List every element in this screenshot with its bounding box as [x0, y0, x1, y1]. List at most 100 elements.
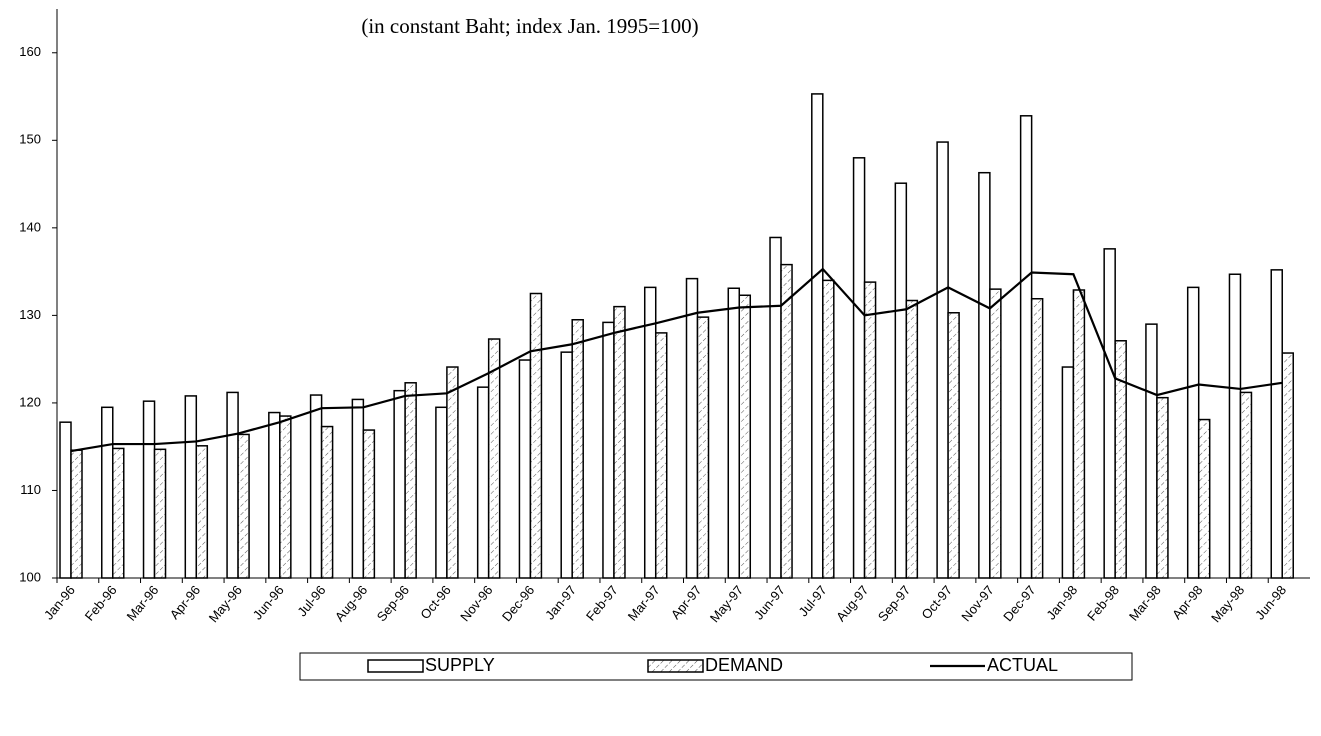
bar — [529, 292, 543, 579]
x-tick-label: Jul-97 — [795, 582, 829, 619]
bar — [476, 386, 490, 579]
bar — [1197, 418, 1211, 579]
x-tick-label: Jan-98 — [1043, 582, 1080, 622]
bar — [393, 389, 406, 579]
bar — [1228, 273, 1242, 579]
legend-label: ACTUAL — [987, 655, 1058, 675]
x-tick-label: May-98 — [1208, 582, 1247, 625]
bar — [685, 277, 699, 579]
bar — [1061, 366, 1075, 579]
x-tick-label: Aug-97 — [833, 582, 871, 624]
bar — [738, 294, 752, 579]
bar — [112, 447, 125, 579]
bar — [894, 182, 908, 579]
bar — [101, 406, 114, 579]
x-tick-label: May-96 — [206, 582, 245, 625]
bar — [989, 288, 1002, 579]
bar — [518, 359, 532, 579]
x-tick-label: Mar-97 — [625, 582, 663, 623]
bar — [769, 236, 782, 579]
x-tick-label: Jul-96 — [294, 582, 328, 619]
line — [70, 267, 1283, 453]
bar — [613, 305, 626, 579]
x-tick-label: Jan-97 — [542, 582, 579, 622]
x-tick-label: Dec-97 — [1000, 582, 1038, 624]
x-tick-label: Feb-97 — [583, 582, 621, 623]
x-tick-label: Jan-96 — [41, 582, 78, 622]
y-tick-label: 140 — [19, 219, 41, 234]
x-tick-label: Dec-96 — [499, 582, 537, 624]
bar — [1145, 323, 1158, 579]
x-tick-label: Mar-98 — [1126, 582, 1164, 623]
x-tick-label: Jun-97 — [751, 582, 788, 622]
bar — [978, 171, 991, 579]
bar — [1019, 115, 1033, 579]
legend-label: DEMAND — [705, 655, 783, 675]
x-tick-label: Feb-96 — [82, 582, 120, 623]
x-tick-label: Apr-96 — [167, 582, 204, 622]
bar — [184, 395, 198, 579]
bar — [320, 425, 334, 579]
x-tick-label: Aug-96 — [332, 582, 370, 624]
x-tick-label: Sep-96 — [374, 582, 412, 624]
bar — [1186, 286, 1200, 579]
x-tick-label: Sep-97 — [875, 582, 913, 624]
bar — [435, 406, 448, 579]
bar — [59, 421, 72, 579]
bar — [1270, 269, 1283, 579]
y-tick-label: 130 — [19, 307, 41, 322]
x-tick-label: May-97 — [707, 582, 746, 625]
bar — [237, 433, 250, 579]
bar — [560, 351, 573, 579]
legend-swatch — [647, 659, 704, 673]
bar — [822, 279, 835, 579]
bar — [1103, 248, 1116, 579]
x-tick-label: Oct-97 — [918, 582, 955, 622]
bar — [1072, 289, 1086, 579]
bar — [279, 415, 292, 579]
bar — [811, 93, 824, 579]
legend-label: SUPPLY — [425, 655, 495, 675]
bar — [571, 319, 584, 579]
bar — [863, 281, 877, 579]
y-tick-label: 110 — [20, 482, 41, 497]
bar — [195, 445, 209, 579]
y-tick-label: 150 — [19, 132, 41, 147]
bar — [1281, 352, 1294, 579]
bar — [153, 448, 167, 579]
bar — [602, 321, 615, 579]
x-tick-label: Jun-98 — [1252, 582, 1289, 622]
bar — [1030, 298, 1044, 579]
bar — [1114, 340, 1127, 579]
x-tick-label: Mar-96 — [123, 582, 161, 623]
bar — [727, 287, 741, 579]
y-tick-label: 100 — [19, 569, 41, 584]
bar — [487, 338, 501, 579]
bar — [309, 394, 323, 579]
bar — [654, 332, 668, 579]
bar — [362, 429, 376, 579]
legend-box — [299, 652, 1133, 681]
bar — [936, 141, 949, 579]
bar — [226, 391, 239, 579]
x-tick-label: Nov-97 — [958, 582, 996, 624]
bar — [404, 382, 417, 579]
bar — [70, 449, 83, 579]
bar — [268, 411, 281, 579]
x-tick-label: Jun-96 — [250, 582, 287, 622]
y-tick-label: 160 — [19, 44, 41, 59]
x-tick-label: Apr-97 — [668, 582, 705, 622]
bar — [142, 400, 156, 579]
bar — [696, 316, 710, 579]
bar — [643, 286, 657, 579]
bar — [852, 157, 866, 579]
bar — [1239, 391, 1253, 579]
y-tick-label: 120 — [19, 394, 41, 409]
bar — [780, 263, 793, 579]
chart-subtitle: (in constant Baht; index Jan. 1995=100) — [361, 14, 698, 38]
bar — [905, 299, 919, 579]
x-tick-label: Apr-98 — [1169, 582, 1206, 622]
legend-swatch — [367, 659, 424, 673]
x-tick-label: Feb-98 — [1084, 582, 1122, 623]
